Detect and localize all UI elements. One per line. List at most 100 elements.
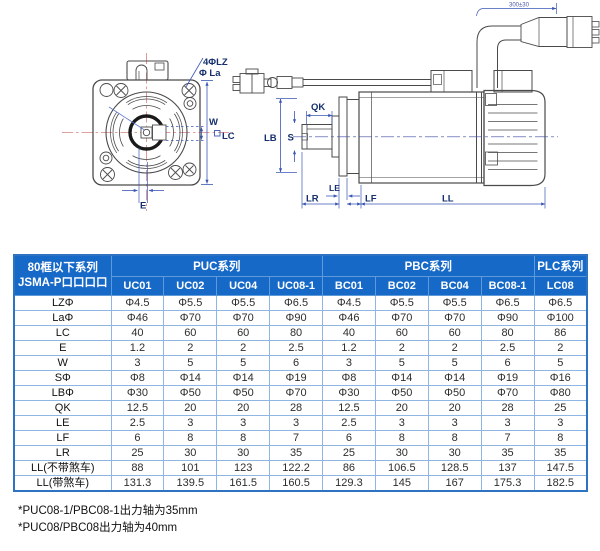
aux-ring-hole [99, 97, 197, 165]
table-cell: Φ70 [374, 310, 429, 326]
table-cell: Φ14 [427, 370, 482, 386]
dim-label-phi-la: Φ La [199, 68, 221, 79]
table-cell: Φ50 [374, 385, 429, 401]
dim-label-lr: LR [306, 194, 319, 205]
table-cell: Φ90 [269, 310, 323, 326]
dim-label-lc: LC [222, 131, 235, 142]
dim-label-ll: LL [442, 194, 454, 205]
table-cell: 40 [110, 325, 165, 341]
dim-label-qk: QK [311, 102, 325, 113]
row-label: SΦ [13, 370, 112, 386]
table-row: LBΦ Φ30 Φ50 Φ50 Φ70 Φ30 Φ50 Φ50 Φ70 Φ80 [13, 385, 588, 401]
table-cell: 30 [163, 445, 218, 461]
table-cell: 128.5 [427, 460, 482, 476]
table-cell: 40 [322, 325, 376, 341]
table-cell: 147.5 [533, 460, 588, 476]
column-header: UC02 [163, 276, 218, 296]
side-view [232, 16, 600, 187]
table-cell: 35 [533, 445, 588, 461]
table-cell: Φ80 [533, 385, 588, 401]
table-cell: 2.5 [322, 415, 376, 431]
footnote-1: *PUC08-1/PBC08-1出力轴为35mm [18, 505, 198, 517]
table-cell: 137 [480, 460, 535, 476]
cooling-fins [488, 104, 538, 170]
table-cell: 25 [322, 445, 376, 461]
table-cell: 20 [163, 400, 218, 416]
table-row: LE 2.5 3 3 3 2.5 3 3 3 3 [13, 415, 588, 431]
table-cell: 6 [269, 355, 323, 371]
column-header: BC04 [427, 276, 482, 296]
table-cell: 106.5 [374, 460, 429, 476]
table-cell: 6 [110, 430, 165, 446]
table-cell: Φ50 [163, 385, 218, 401]
table-cell: 3 [163, 415, 218, 431]
table-cell: Φ5.5 [216, 295, 271, 311]
table-cell: Φ46 [322, 310, 376, 326]
power-block [493, 70, 533, 93]
table-cell: 2 [163, 340, 218, 356]
table-cell: Φ50 [216, 385, 271, 401]
front-view-dimensions [122, 57, 221, 203]
table-cell: 5 [374, 355, 429, 371]
leader-line [108, 106, 145, 131]
row-label: LF [13, 430, 112, 446]
aux-hole [99, 83, 114, 97]
table-cell: 20 [216, 400, 271, 416]
group-header-pbc: PBC系列 [322, 254, 535, 277]
table-row: LZΦ Φ4.5 Φ5.5 Φ5.5 Φ6.5 Φ4.5 Φ5.5 Φ5.5 Φ6.5 Φ6.5 [13, 295, 588, 311]
row-label: LL(不带煞车) [13, 460, 112, 476]
column-header: UC04 [216, 276, 271, 296]
table-cell: Φ4.5 [110, 295, 165, 311]
table-cell: 122.2 [269, 460, 323, 476]
table-cell: 8 [427, 430, 482, 446]
table-cell: 35 [269, 445, 323, 461]
table-cell: 139.5 [163, 475, 218, 492]
table-cell: 6 [322, 430, 376, 446]
row-label: LBΦ [13, 385, 112, 401]
table-cell: 30 [216, 445, 271, 461]
dim-label-4phi-lz: 4ΦLZ [203, 57, 228, 68]
table-cell: 12.5 [110, 400, 165, 416]
dim-label-s: S [288, 133, 294, 144]
row-label: LaΦ [13, 310, 112, 326]
table-cell: 5 [427, 355, 482, 371]
table-cell: Φ30 [322, 385, 376, 401]
spec-table-body: LZΦ Φ4.5 Φ5.5 Φ5.5 Φ6.5 Φ4.5 Φ5.5 Φ5.5 Φ6.5 Φ6.5 L… [13, 295, 588, 492]
row-label: LR [13, 445, 112, 461]
dim-label-e: E [140, 201, 146, 212]
table-cell: 28 [480, 400, 535, 416]
table-cell: 123 [216, 460, 271, 476]
keyway [152, 124, 167, 141]
table-cell: 35 [480, 445, 535, 461]
table-cell: 1.2 [322, 340, 376, 356]
table-row: SΦ Φ8 Φ14 Φ14 Φ19 Φ8 Φ14 Φ14 Φ19 Φ16 [13, 370, 588, 386]
table-cell: 7 [480, 430, 535, 446]
table-cell: 3 [533, 415, 588, 431]
table-cell: 60 [216, 325, 271, 341]
table-cell: 182.5 [533, 475, 588, 492]
table-cell: 2.5 [110, 415, 165, 431]
dim-label-le: LE [329, 183, 340, 193]
row-label: W [13, 355, 112, 371]
table-cell: 6 [480, 355, 535, 371]
table-row: LaΦ Φ46 Φ70 Φ70 Φ90 Φ46 Φ70 Φ70 Φ90 Φ100 [13, 310, 588, 326]
table-cell: 101 [163, 460, 218, 476]
dim-label-cable-length: 300±30 [509, 3, 530, 9]
table-row: LC 40 60 60 80 40 60 60 80 86 [13, 325, 588, 341]
table-cell: Φ70 [216, 310, 271, 326]
table-cell: Φ8 [110, 370, 165, 386]
table-cell: 3 [216, 415, 271, 431]
row-label: LC [13, 325, 112, 341]
table-cell: Φ19 [480, 370, 535, 386]
table-cell: Φ70 [269, 385, 323, 401]
table-row: LL(不带煞车) 88 101 123 122.2 86 106.5 128.5 137 147.… [13, 460, 588, 476]
table-cell: 80 [480, 325, 535, 341]
row-label: E [13, 340, 112, 356]
table-cell: Φ14 [374, 370, 429, 386]
column-header: BC01 [322, 276, 376, 296]
encoder-block [430, 70, 473, 93]
table-cell: Φ5.5 [374, 295, 429, 311]
table-cell: Φ30 [110, 385, 165, 401]
table-cell: Φ4.5 [322, 295, 376, 311]
